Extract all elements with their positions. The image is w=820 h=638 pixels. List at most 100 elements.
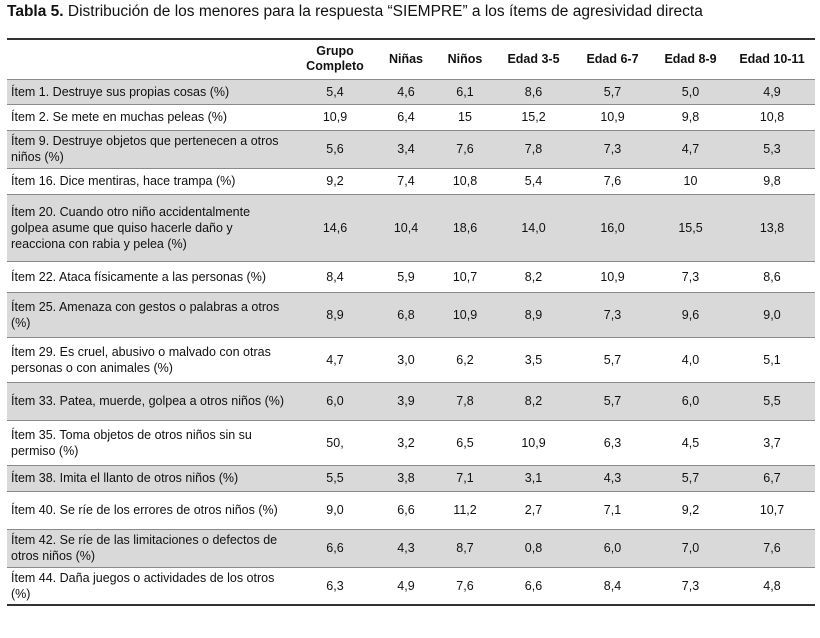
value-cell: 8,9 [524,307,543,322]
column-header: Edad 10-11 [729,39,815,79]
table-caption: Tabla 5. Distribución de los menores par… [7,3,703,21]
value-cell: 9,6 [681,307,700,322]
column-header-line1: Niñas [388,51,424,66]
value-cell: 10,4 [393,220,419,235]
value-cell: 4,0 [681,352,700,367]
column-header: Edad 6-7 [573,39,652,79]
table-row: Ítem 16. Dice mentiras, hace trampa (%) 9… [7,168,815,194]
value-cell: 6,3 [326,578,344,593]
table-row: Ítem 33. Patea, muerde, golpea a otros n… [7,382,815,420]
data-table: Grupo Completo Niñas Niños Edad 3-5 Edad 6-7 E… [7,38,815,606]
value-cell: 6,4 [397,110,415,124]
value-cell: 18,6 [452,220,478,235]
caption-label: Tabla 5. [7,3,64,20]
item-label: Ítem 42. Se ríe de las limitaciones o de… [11,533,278,563]
value-cell: 13,8 [759,220,785,235]
value-cell: 4,7 [326,352,344,367]
table-row: Ítem 40. Se ríe de los errores de otros … [7,491,815,529]
table-row: Ítem 22. Ataca físicamente a las persona… [7,261,815,292]
value-cell: 10 [683,174,698,188]
value-cell: 3,9 [397,394,415,408]
header-row: Grupo Completo Niñas Niños Edad 3-5 Edad 6-7 E… [7,39,815,79]
value-cell: 7,3 [603,307,622,322]
value-cell: 8,7 [456,541,474,555]
value-cell: 5,4 [524,174,543,188]
value-cell: 14,0 [521,220,546,235]
value-cell: 0,8 [524,541,543,555]
value-cell: 7,6 [603,174,622,188]
value-cell: 14,6 [322,220,348,235]
value-cell: 3,8 [397,471,415,485]
value-cell: 4,3 [603,471,622,485]
table-row: Ítem 38. Imita el llanto de otros niños … [7,465,815,491]
value-cell: 7,6 [763,541,781,555]
column-header: Niñas [376,39,436,79]
value-cell: 7,1 [456,471,474,485]
table-row: Ítem 20. Cuando otro niño accidentalment… [7,194,815,261]
value-cell: 5,6 [326,142,344,156]
item-label: Ítem 16. Dice mentiras, hace trampa (%) [11,174,236,188]
value-cell: 5,7 [603,394,622,408]
value-cell: 5,1 [763,352,781,367]
item-label: Ítem 38. Imita el llanto de otros niños … [11,471,239,485]
table-row: Ítem 2. Se mete en muchas peleas (%) 10,9… [7,104,815,130]
value-cell: 6,8 [397,307,415,322]
value-cell: 7,6 [456,578,474,593]
value-cell: 6,5 [456,435,474,450]
table-header: Grupo Completo Niñas Niños Edad 3-5 Edad 6-7 E… [7,39,815,79]
item-label: Ítem 25. Amenaza con gestos o palabras a… [11,299,280,330]
value-cell: 10,9 [322,110,348,124]
table-body: Ítem 1. Destruye sus propias cosas (%) 5,… [7,79,815,605]
value-cell: 16,0 [600,220,625,235]
value-cell: 8,2 [524,269,543,284]
item-label: Ítem 22. Ataca físicamente a las persona… [11,269,266,284]
value-cell: 4,7 [681,142,700,156]
value-cell: 3,2 [397,435,415,450]
value-cell: 4,9 [397,578,415,593]
value-cell: 9,8 [681,110,700,124]
value-cell: 6,3 [603,435,622,450]
value-cell: 3,1 [524,471,543,485]
value-cell: 5,5 [326,471,344,485]
table-row: Ítem 9. Destruye objetos que pertenecen … [7,130,815,168]
item-label: Ítem 2. Se mete en muchas peleas (%) [11,110,228,124]
column-header-line1: Niños [447,51,483,66]
column-header-line1: Edad 6-7 [586,51,639,66]
item-label: Ítem 44. Daña juegos o actividades de lo… [11,570,275,601]
value-cell: 8,4 [603,578,622,593]
value-cell: 6,2 [456,352,474,367]
item-label: Ítem 35. Toma objetos de otros niños sin… [11,427,252,458]
value-cell: 7,3 [681,578,700,593]
item-label: Ítem 33. Patea, muerde, golpea a otros n… [11,394,285,408]
value-cell: 7,6 [456,142,474,156]
column-header-line2: Completo [306,59,364,74]
item-label: Ítem 40. Se ríe de los errores de otros … [11,503,278,517]
value-cell: 7,3 [681,269,700,284]
value-cell: 5,7 [603,84,622,99]
value-cell: 7,0 [681,541,700,555]
value-cell: 5,7 [681,471,700,485]
value-cell: 10,8 [452,174,478,188]
column-header-line1: Edad 3-5 [507,51,560,66]
value-cell: 10,9 [521,435,546,450]
value-cell: 9,8 [763,174,781,188]
value-cell: 9,2 [681,503,700,517]
value-cell: 10,7 [759,503,785,517]
value-cell: 15 [458,110,472,124]
value-cell: 6,0 [326,394,344,408]
value-cell: 10,9 [600,110,625,124]
value-cell: 7,4 [397,174,415,188]
value-cell: 7,3 [603,142,622,156]
table-row: Ítem 1. Destruye sus propias cosas (%) 5,… [7,79,815,104]
value-cell: 6,7 [763,471,781,485]
value-cell: 5,0 [681,84,700,99]
value-cell: 4,5 [681,435,700,450]
value-cell: 3,5 [524,352,543,367]
value-cell: 7,8 [524,142,543,156]
item-label: Ítem 20. Cuando otro niño accidentalment… [11,204,251,251]
item-label: Ítem 9. Destruye objetos que pertenecen … [11,134,279,164]
value-cell: 7,8 [456,394,474,408]
value-cell: 10,8 [759,110,785,124]
value-cell: 2,7 [524,503,543,517]
value-cell: 10,9 [600,269,625,284]
